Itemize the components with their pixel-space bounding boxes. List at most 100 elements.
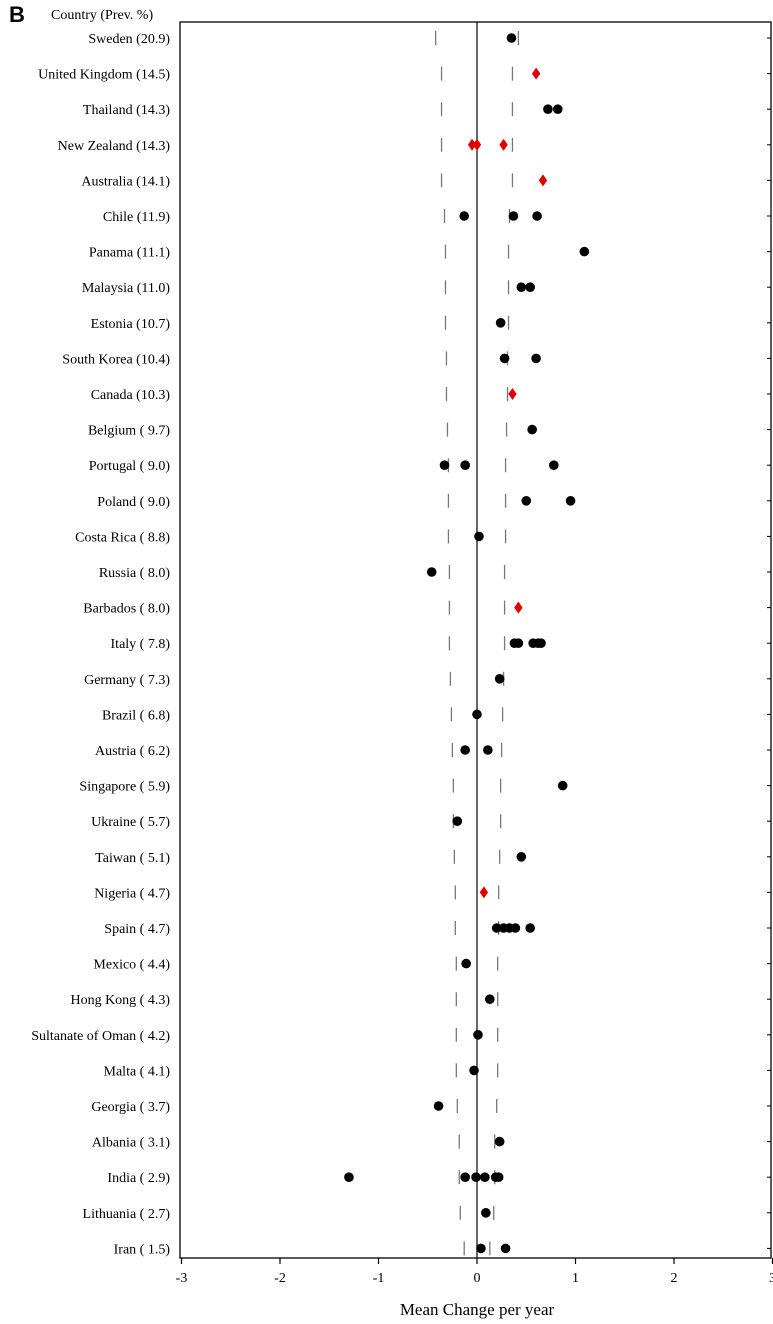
- panel-letter: B: [9, 2, 25, 27]
- circle-point: [473, 1030, 483, 1040]
- row-label: South Korea (10.4): [62, 352, 170, 367]
- row-label: Italy ( 7.8): [111, 637, 171, 652]
- diamond-point: [514, 601, 523, 614]
- row-label: Georgia ( 3.7): [91, 1100, 170, 1115]
- circle-point: [525, 282, 535, 293]
- circle-point: [508, 211, 519, 221]
- circle-point: [494, 1136, 505, 1147]
- circle-point: [485, 994, 495, 1004]
- row-label: Malaysia (11.0): [82, 281, 170, 296]
- circle-point: [474, 531, 484, 542]
- row-label: Canada (10.3): [91, 388, 171, 403]
- x-tick-label: 0: [474, 1271, 481, 1286]
- x-tick-label: -2: [274, 1271, 286, 1286]
- circle-point: [483, 745, 493, 755]
- circle-point: [513, 638, 524, 648]
- circle-point: [500, 1243, 511, 1254]
- row-label: Chile (11.9): [103, 210, 170, 225]
- row-label: Lithuania ( 2.7): [83, 1207, 171, 1222]
- circle-point: [557, 780, 568, 791]
- circle-point: [460, 1172, 470, 1182]
- diamond-point: [538, 174, 548, 187]
- circle-point: [552, 104, 563, 114]
- row-label: Australia (14.1): [81, 174, 170, 189]
- row-label: Russia ( 8.0): [99, 566, 171, 581]
- circle-point: [494, 674, 505, 684]
- diamond-point: [479, 886, 489, 899]
- row-label: New Zealand (14.3): [58, 139, 171, 154]
- circle-point: [565, 496, 576, 506]
- circle-point: [525, 923, 535, 933]
- row-label: Hong Kong ( 4.3): [70, 993, 170, 1008]
- row-label: Spain ( 4.7): [104, 922, 170, 937]
- row-label: Costa Rica ( 8.8): [75, 530, 170, 545]
- circle-point: [506, 33, 517, 43]
- circle-point: [549, 460, 559, 471]
- circle-point: [439, 460, 450, 471]
- circle-point: [460, 460, 470, 471]
- row-label: Sweden (20.9): [88, 32, 170, 47]
- diamond-point: [531, 67, 541, 80]
- row-label: Portugal ( 9.0): [89, 459, 171, 474]
- circle-point: [461, 958, 471, 969]
- circle-point: [543, 104, 553, 114]
- x-tick-label: 3: [769, 1271, 773, 1286]
- x-tick-label: 2: [671, 1271, 678, 1286]
- row-label: Taiwan ( 5.1): [95, 851, 170, 866]
- circle-point: [579, 246, 590, 257]
- row-label: Germany ( 7.3): [84, 673, 170, 688]
- diamond-point: [467, 138, 477, 151]
- circle-point: [472, 709, 482, 720]
- circle-point: [469, 1065, 479, 1076]
- row-label: Nigeria ( 4.7): [94, 886, 170, 901]
- circle-point: [459, 211, 469, 221]
- row-label: Estonia (10.7): [91, 317, 171, 332]
- circle-point: [516, 852, 527, 862]
- circle-point: [510, 923, 521, 933]
- circle-point: [531, 353, 541, 364]
- row-label: Albania ( 3.1): [92, 1136, 170, 1151]
- row-label: Malta ( 4.1): [104, 1064, 171, 1079]
- circle-point: [433, 1101, 444, 1111]
- circle-point: [471, 1172, 481, 1182]
- circle-point: [452, 816, 463, 826]
- circle-point: [493, 1172, 504, 1182]
- circle-point: [426, 567, 437, 577]
- row-label: Austria ( 6.2): [95, 744, 170, 759]
- x-axis-title: Mean Change per year: [400, 1300, 555, 1319]
- circle-point: [516, 282, 527, 293]
- row-label: Ukraine ( 5.7): [91, 815, 170, 830]
- circle-point: [480, 1172, 490, 1182]
- plot-frame: [179, 21, 772, 1259]
- diamond-point: [472, 138, 482, 151]
- row-label: Barbados ( 8.0): [83, 602, 170, 617]
- y-axis-header: Country (Prev. %): [51, 8, 153, 23]
- row-label: Brazil ( 6.8): [102, 708, 170, 723]
- row-label: Belgium ( 9.7): [88, 424, 170, 439]
- circle-point: [344, 1172, 354, 1182]
- row-label: India ( 2.9): [107, 1171, 170, 1186]
- row-label: Panama (11.1): [89, 246, 170, 261]
- circle-point: [521, 496, 532, 506]
- diamond-point: [499, 138, 508, 151]
- circle-point: [527, 424, 537, 435]
- circle-point: [491, 923, 502, 933]
- row-label: Poland ( 9.0): [97, 495, 170, 510]
- circle-point: [495, 318, 506, 328]
- circle-point: [481, 1208, 491, 1218]
- circle-point: [460, 745, 470, 755]
- circle-point: [499, 353, 510, 364]
- row-label: Singapore ( 5.9): [79, 780, 170, 795]
- x-tick-label: -3: [176, 1271, 188, 1286]
- row-label: United Kingdom (14.5): [38, 68, 170, 83]
- x-tick-label: 1: [572, 1271, 579, 1286]
- circle-point: [476, 1243, 486, 1254]
- circle-point: [536, 638, 546, 648]
- row-label: Thailand (14.3): [83, 103, 170, 118]
- row-label: Iran ( 1.5): [114, 1242, 171, 1257]
- row-label: Sultanate of Oman ( 4.2): [31, 1029, 170, 1044]
- x-tick-label: -1: [373, 1271, 385, 1286]
- row-label: Mexico ( 4.4): [93, 958, 170, 973]
- circle-point: [532, 211, 542, 221]
